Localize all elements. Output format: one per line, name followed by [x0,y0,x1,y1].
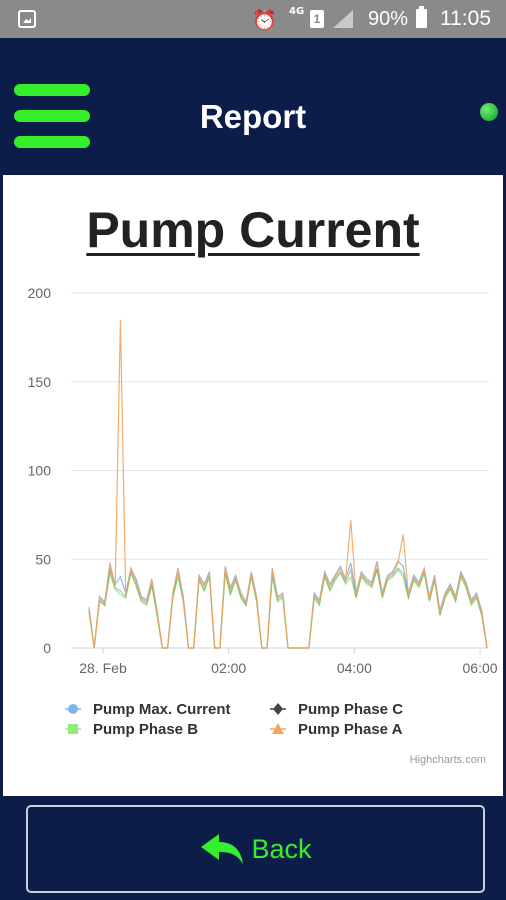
back-button[interactable]: Back [26,805,485,893]
alarm-clock-icon: ⏰ [252,8,277,32]
y-tick-label: 200 [28,285,52,301]
y-tick-label: 100 [28,463,52,479]
x-tick-label: 06:00 [463,660,498,676]
app-header: Report [0,38,506,175]
legend-marker-diamond-icon [273,703,283,715]
legend-label: Pump Max. Current [93,701,231,718]
legend-label: Pump Phase B [93,721,198,738]
status-bar: ⏰ 4G 1 90% 11:05 [0,0,506,38]
legend-marker-square-icon [68,724,78,734]
y-tick-label: 150 [28,374,52,390]
y-tick-label: 50 [35,551,51,567]
sim-slot-icon: 1 [310,10,324,28]
chart-title: Pump Current [86,202,420,258]
legend-item[interactable]: Pump Phase B [65,721,198,738]
back-button-label: Back [251,833,312,864]
menu-icon[interactable] [14,84,90,148]
legend-marker-circle-icon [68,704,78,714]
signal-strength-icon [333,10,353,28]
series-line-max-current [88,559,488,649]
network-type: 4G [289,6,305,17]
pump-current-chart: 0 50 100 150 200 28. Feb 02:00 04:00 06:00 Pump M… [28,285,498,766]
series-line-phase-c [88,567,488,649]
chart-card: Pump Current 0 50 100 150 200 28. Feb 02:00 04:… [3,175,503,796]
x-tick-label: 04:00 [337,660,372,676]
status-clock: 11:05 [440,7,491,30]
legend-marker-triangle-icon [272,723,284,734]
x-tick-label: 02:00 [211,660,246,676]
series-line-phase-a [88,319,488,649]
legend-item[interactable]: Pump Phase C [270,701,403,718]
legend-label: Pump Phase A [298,721,403,738]
footer: Back [0,796,506,900]
back-arrow-icon [201,834,244,864]
page-title: Report [199,98,307,135]
battery-icon [416,6,427,28]
x-tick-label: 28. Feb [79,660,127,676]
connection-status-indicator [480,103,498,121]
battery-percent: 90% [368,8,409,30]
legend-item[interactable]: Pump Phase A [270,721,403,738]
y-tick-label: 0 [43,640,51,656]
series-line-phase-b [88,568,488,649]
legend-item[interactable]: Pump Max. Current [65,701,231,718]
legend-label: Pump Phase C [298,701,403,718]
gallery-notification-icon [18,10,36,28]
chart-credits: Highcharts.com [410,754,486,766]
